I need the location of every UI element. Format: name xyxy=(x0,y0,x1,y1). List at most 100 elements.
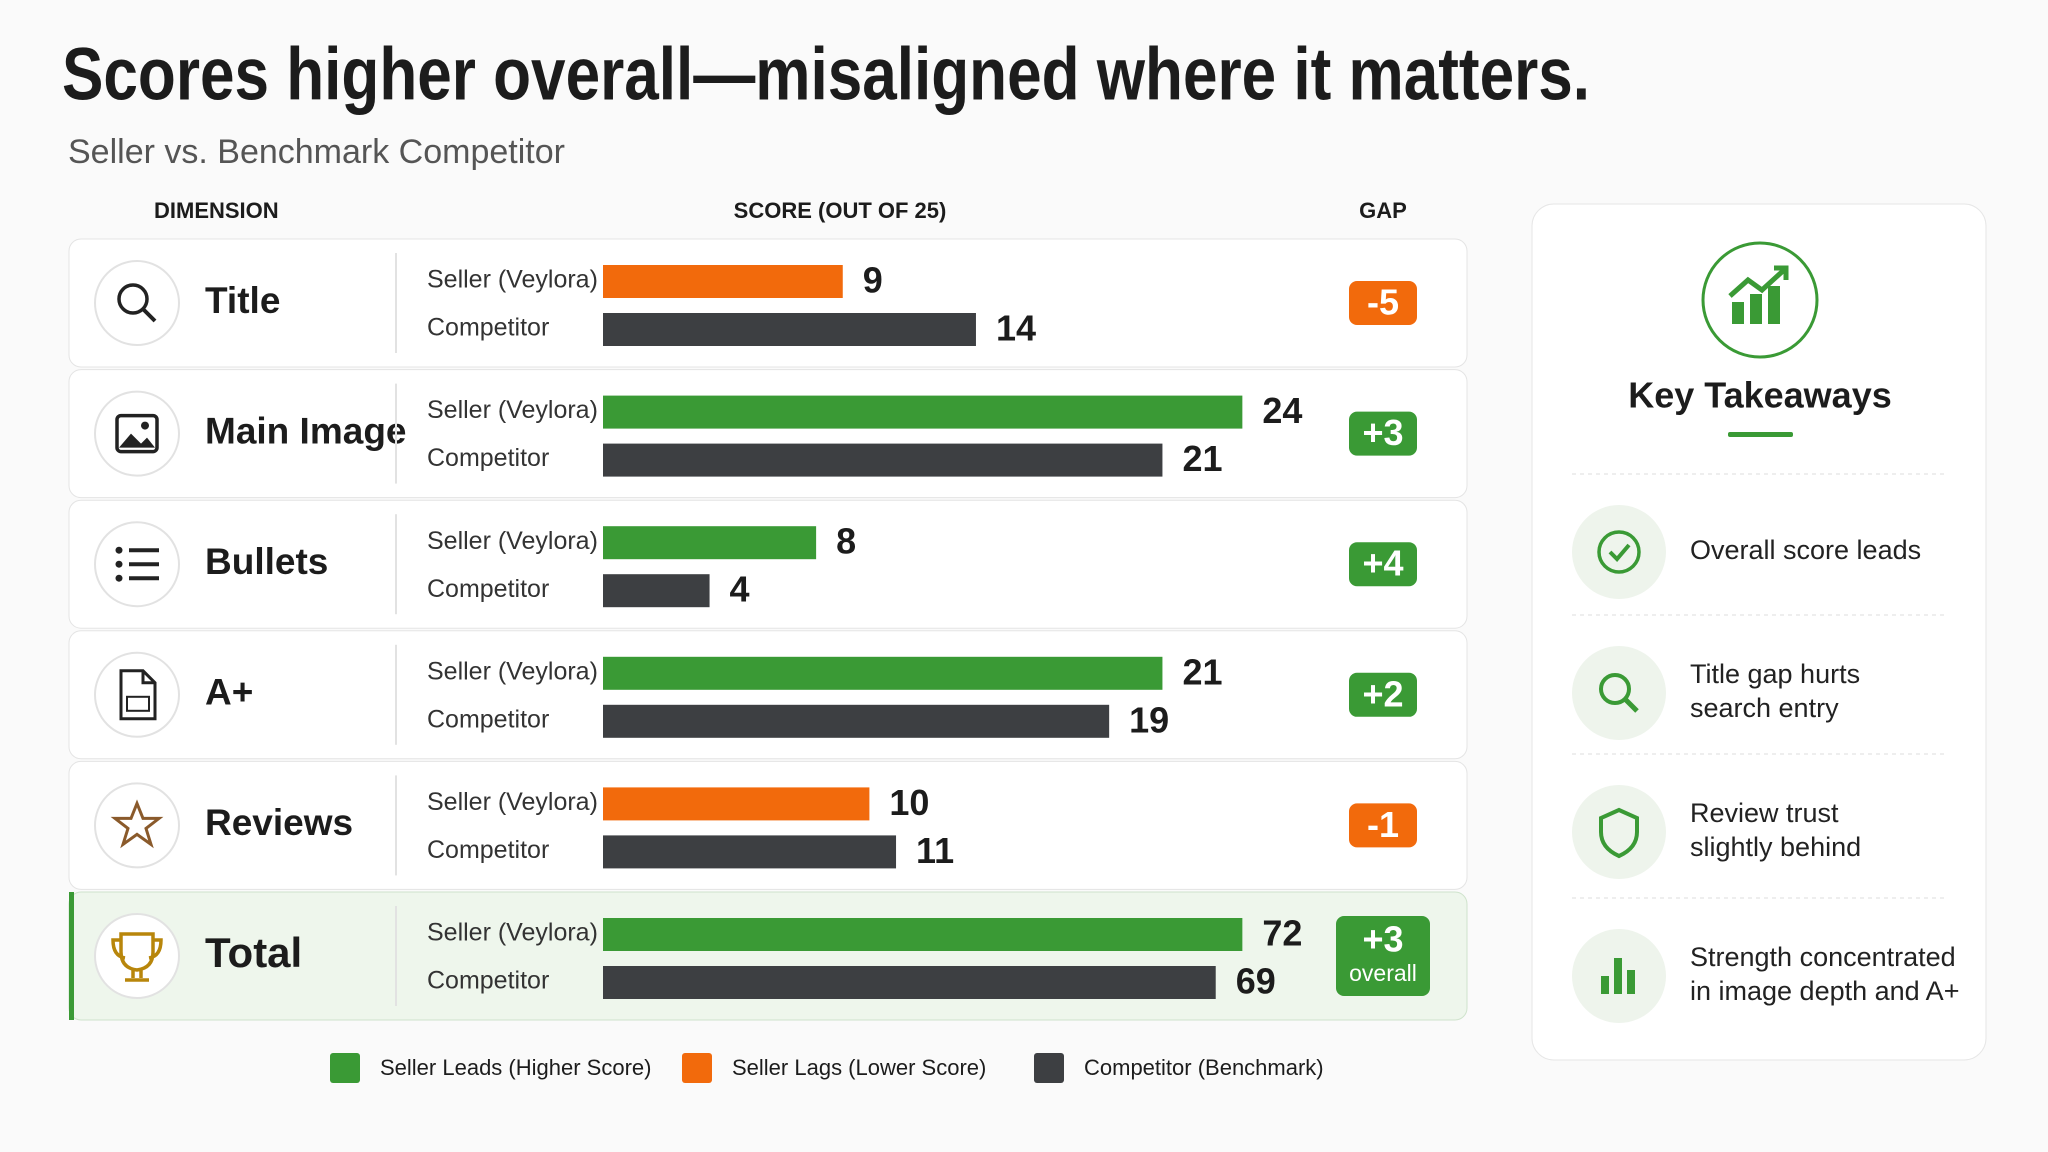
title: Scores higher overall—misaligned where i… xyxy=(62,33,1590,116)
dimension-label: Reviews xyxy=(205,802,353,843)
row-card xyxy=(68,499,1468,629)
takeaway-icon xyxy=(1601,958,1635,994)
value-label: 69 xyxy=(1236,961,1276,1002)
bar xyxy=(603,265,843,298)
row-accent xyxy=(69,892,74,1020)
gap-badge xyxy=(1349,672,1417,717)
dimension-icon xyxy=(115,546,159,582)
value-label: 4 xyxy=(730,569,750,610)
value-label: 21 xyxy=(1182,651,1222,692)
bar xyxy=(603,395,1243,429)
growth-icon xyxy=(1728,265,1789,324)
series-label: Competitor xyxy=(427,575,549,603)
bar xyxy=(603,918,1243,951)
legend-label: Seller Lags (Lower Score) xyxy=(732,1055,986,1080)
gap-badge xyxy=(1349,803,1417,848)
row-card xyxy=(68,630,1468,760)
series-label: Competitor xyxy=(427,967,549,995)
header: SCORE (OUT OF 25) xyxy=(734,198,947,223)
bar xyxy=(603,966,1216,999)
takeaway-text: Title gap hurts xyxy=(1690,659,1860,689)
dimension-label: Main Image xyxy=(205,410,407,451)
icon-circle xyxy=(94,390,180,477)
dimension-icon xyxy=(119,669,157,721)
header: GAP xyxy=(1359,198,1407,223)
takeaway-text: search entry xyxy=(1690,693,1839,723)
value-label: 72 xyxy=(1262,913,1302,954)
dimension-icon xyxy=(110,799,164,849)
bar xyxy=(603,656,1163,690)
legend-label: Seller Leads (Higher Score) xyxy=(380,1055,651,1080)
gap-value: +3 xyxy=(1362,919,1403,960)
icon-circle xyxy=(94,260,180,346)
series-label: Competitor xyxy=(427,705,549,733)
takeaway-text: Strength concentrated xyxy=(1690,942,1956,972)
bar xyxy=(603,704,1110,738)
value-label: 21 xyxy=(1182,438,1222,479)
gap-badge xyxy=(1349,542,1417,587)
value-label: 11 xyxy=(916,830,954,871)
takeaway-text: slightly behind xyxy=(1690,832,1861,862)
subtitle: Seller vs. Benchmark Competitor xyxy=(68,133,565,171)
gap-note: overall xyxy=(1349,960,1417,986)
gap-value: -5 xyxy=(1367,282,1399,323)
icon-circle xyxy=(94,782,180,869)
legend-swatch xyxy=(330,1053,360,1083)
series-label: Competitor xyxy=(427,836,549,864)
icon-circle xyxy=(94,651,180,738)
bar xyxy=(603,787,870,821)
gap-value: +2 xyxy=(1362,673,1403,714)
takeaway-icon-bg xyxy=(1572,505,1666,599)
row-card xyxy=(68,238,1468,368)
dimension-label: Title xyxy=(205,280,280,321)
gap-value: +3 xyxy=(1362,412,1403,453)
takeaway-icon xyxy=(1599,807,1639,859)
takeaway-icon xyxy=(1599,673,1639,713)
dimension-icon xyxy=(111,932,163,982)
value-label: 14 xyxy=(996,308,1036,349)
series-label: Seller (Veylora) xyxy=(427,266,598,294)
bar xyxy=(603,526,817,560)
series-label: Seller (Veylora) xyxy=(427,919,598,947)
value-label: 9 xyxy=(863,260,883,301)
value-label: 19 xyxy=(1129,699,1169,740)
value-label: 24 xyxy=(1262,390,1302,431)
value-label: 8 xyxy=(836,521,856,562)
bar xyxy=(603,835,897,869)
series-label: Seller (Veylora) xyxy=(427,527,598,555)
gap-value: -1 xyxy=(1367,804,1399,845)
takeaway-text: Review trust xyxy=(1690,798,1839,828)
takeaway-icon-bg xyxy=(1572,785,1666,879)
dimension-label: Bullets xyxy=(205,541,328,582)
value-label: 10 xyxy=(889,782,929,823)
gap-badge xyxy=(1349,281,1417,325)
takeaway-text: in image depth and A+ xyxy=(1690,976,1959,1006)
gap-badge xyxy=(1349,411,1417,456)
icon-circle xyxy=(94,913,180,999)
takeaway-icon xyxy=(1597,530,1641,574)
bar xyxy=(603,443,1163,477)
header: DIMENSION xyxy=(154,198,279,223)
takeaway-text: Overall score leads xyxy=(1690,535,1921,565)
gap-badge xyxy=(1336,916,1430,996)
title-underline xyxy=(1728,432,1793,437)
series-label: Competitor xyxy=(427,314,549,342)
dimension-label: Total xyxy=(205,929,302,976)
bar xyxy=(603,313,976,346)
row-card xyxy=(68,760,1468,890)
legend-swatch xyxy=(682,1053,712,1083)
legend-label: Competitor (Benchmark) xyxy=(1084,1055,1324,1080)
series-label: Competitor xyxy=(427,444,549,472)
series-label: Seller (Veylora) xyxy=(427,788,598,816)
dimension-label: A+ xyxy=(205,672,253,713)
takeaway-icon-bg xyxy=(1572,646,1666,740)
series-label: Seller (Veylora) xyxy=(427,396,598,424)
gap-value: +4 xyxy=(1362,543,1403,584)
legend-swatch xyxy=(1034,1053,1064,1083)
dimension-icon xyxy=(115,413,159,454)
bar xyxy=(603,574,710,608)
dimension-icon xyxy=(117,283,157,323)
takeaways-title: Key Takeaways xyxy=(1628,375,1892,416)
series-label: Seller (Veylora) xyxy=(427,657,598,685)
